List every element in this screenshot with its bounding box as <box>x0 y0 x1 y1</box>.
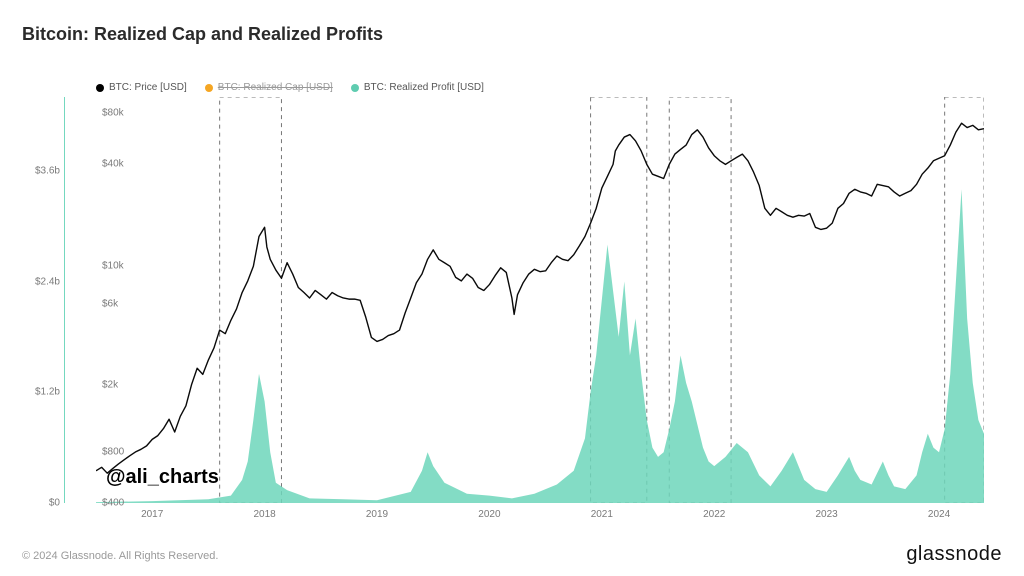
watermark-text: @ali_charts <box>106 466 219 489</box>
x-tick: 2024 <box>928 509 950 520</box>
x-tick: 2020 <box>478 509 500 520</box>
legend-item-realized-profit: BTC: Realized Profit [USD] <box>351 82 484 93</box>
brand-logo: glassnode <box>906 543 1002 566</box>
y-right-tick: $10k <box>102 261 124 272</box>
x-tick: 2019 <box>366 509 388 520</box>
legend-label-realized-cap: BTC: Realized Cap [USD] <box>218 82 333 93</box>
legend-label-realized-profit: BTC: Realized Profit [USD] <box>364 82 484 93</box>
y-right-tick: $80k <box>102 108 124 119</box>
plot-area[interactable] <box>96 97 984 503</box>
x-tick: 2018 <box>253 509 275 520</box>
legend-dot-realized-cap <box>205 84 213 92</box>
legend-dot-realized-profit <box>351 84 359 92</box>
x-tick: 2023 <box>816 509 838 520</box>
chart-title: Bitcoin: Realized Cap and Realized Profi… <box>22 24 1002 45</box>
legend-item-price: BTC: Price [USD] <box>96 82 187 93</box>
x-tick: 2017 <box>141 509 163 520</box>
y-left-tick: $0 <box>49 498 60 509</box>
legend-dot-price <box>96 84 104 92</box>
y-left-tick: $2.4b <box>35 276 60 287</box>
y-left-tick: $1.2b <box>35 387 60 398</box>
chart-container: Bitcoin: Realized Cap and Realized Profi… <box>0 0 1024 576</box>
y-right-tick: $800 <box>102 447 124 458</box>
copyright-text: © 2024 Glassnode. All Rights Reserved. <box>22 550 218 562</box>
y-right-tick: $40k <box>102 159 124 170</box>
x-tick: 2021 <box>591 509 613 520</box>
y-right-tick: $2k <box>102 379 118 390</box>
x-tick: 2022 <box>703 509 725 520</box>
y-right-tick: $6k <box>102 298 118 309</box>
y-right-tick: $400 <box>102 497 124 508</box>
legend-item-realized-cap: BTC: Realized Cap [USD] <box>205 82 333 93</box>
y-left-tick: $3.6b <box>35 165 60 176</box>
chart-svg <box>96 97 984 503</box>
chart-legend: BTC: Price [USD] BTC: Realized Cap [USD]… <box>96 82 484 93</box>
legend-label-price: BTC: Price [USD] <box>109 82 187 93</box>
left-axis-gutter <box>64 97 65 503</box>
